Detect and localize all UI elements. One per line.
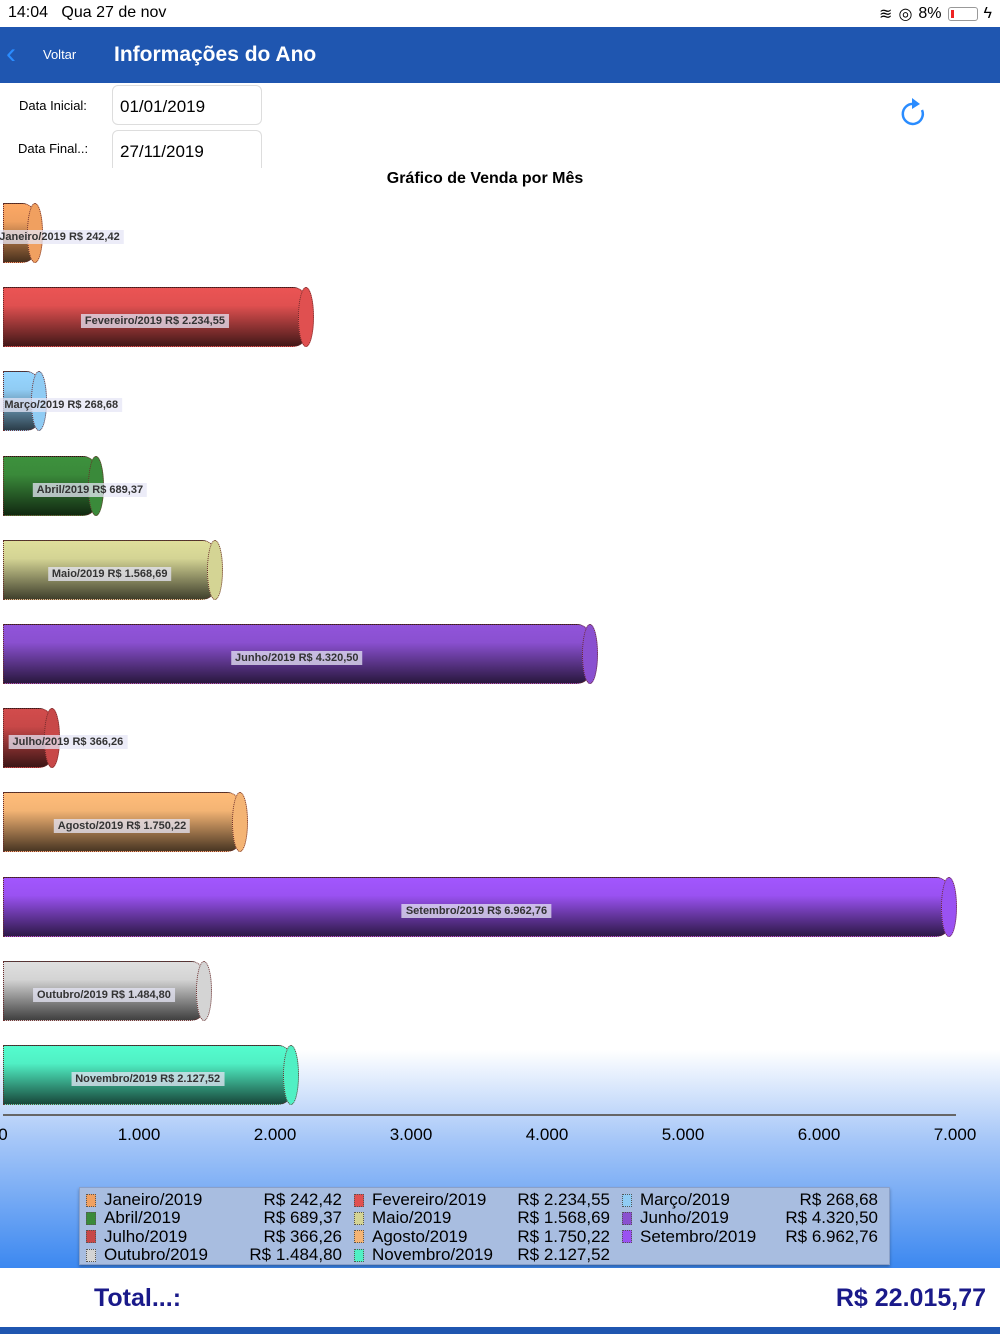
legend-label: Agosto/2019 [372,1226,468,1246]
bar-label: Janeiro/2019 R$ 242,42 [0,230,124,244]
bar-label: Junho/2019 R$ 4.320,50 [231,651,363,665]
bar-label: Outubro/2019 R$ 1.484,80 [33,987,175,1002]
total-bar [0,1268,1000,1328]
legend-swatch [86,1193,96,1207]
bar-chart: Janeiro/2019 R$ 242,42 Fevereiro/2019 R$ … [0,190,1000,1180]
legend-value: R$ 366,26 [263,1226,342,1246]
bar-cap [297,287,314,348]
legend-label: Maio/2019 [372,1208,452,1228]
legend-label: Junho/2019 [640,1208,729,1228]
legend-swatch [354,1248,364,1262]
x-tick-label: 6.000 [797,1125,841,1144]
legend-label: Julho/2019 [104,1226,188,1246]
bar-label: Março/2019 R$ 268,68 [0,398,123,413]
legend-label: Abril/2019 [104,1208,181,1228]
legend-value: R$ 4.320,50 [785,1208,878,1228]
x-tick-label: 5.000 [661,1125,705,1144]
x-tick-label: 1.000 [117,1125,161,1144]
legend-swatch [86,1248,96,1262]
lock-rotation-icon: ◎ [898,6,913,23]
x-tick-label: 2.000 [253,1125,297,1144]
charging-icon: ϟ [983,5,992,22]
legend-label: Setembro/2019 [640,1226,757,1246]
nav-bar: ‹ Voltar Informações do Ano [0,27,1000,83]
x-tick-label: 0 [0,1125,8,1144]
legend-label: Fevereiro/2019 [372,1190,487,1209]
total-label: Total...: [94,1284,182,1312]
legend-item: Março/2019 [622,1190,730,1209]
bar-label: Novembro/2019 R$ 2.127,52 [71,1072,225,1086]
back-chevron-icon[interactable]: ‹ [6,37,16,70]
status-bar: 14:04 Qua 27 de nov ≋ ◎ 8% ϟ [0,0,1000,27]
bar-label: Julho/2019 R$ 366,26 [8,735,128,750]
legend-value: R$ 1.750,22 [517,1226,610,1246]
legend-swatch [622,1211,632,1225]
legend-item: Julho/2019 [86,1226,188,1246]
start-date-field[interactable]: 01/01/2019 [112,85,262,125]
bar-label: Maio/2019 R$ 1.568,69 [47,566,172,581]
legend-item: Janeiro/2019 [86,1190,203,1209]
legend-swatch [86,1230,96,1244]
wifi-icon: ≋ [879,6,893,23]
legend-swatch [86,1211,96,1225]
legend-label: Março/2019 [640,1190,730,1209]
x-tick-label: 7.000 [933,1125,977,1144]
bar-cap [195,960,212,1021]
x-axis [3,1114,956,1116]
battery-icon [947,7,978,21]
legend-swatch [622,1230,632,1244]
legend-item: Maio/2019 [354,1208,452,1228]
bar-cap [232,792,249,853]
bar-7 [3,792,249,853]
legend-value: R$ 689,37 [263,1208,342,1228]
total-value: R$ 22.015,77 [835,1284,986,1312]
bar-label: Abril/2019 R$ 689,37 [32,482,148,497]
legend-item: Novembro/2019 [354,1244,493,1264]
legend-value: R$ 242,42 [263,1190,342,1209]
legend-swatch [354,1211,364,1225]
legend-value: R$ 2.234,55 [517,1190,610,1209]
legend-swatch [354,1193,364,1207]
bar-cap [207,539,224,600]
chart-title: Gráfico de Venda por Mês [386,170,584,187]
battery-percent: 8% [918,5,942,22]
end-date-label: Data Final..: [18,141,89,156]
bar-cap [283,1045,300,1105]
bar-label: Setembro/2019 R$ 6.962,76 [401,903,552,918]
legend-value: R$ 1.484,80 [249,1244,342,1264]
x-tick-label: 4.000 [525,1125,569,1144]
legend-value: R$ 1.568,69 [517,1208,610,1228]
legend-label: Novembro/2019 [372,1244,493,1264]
x-tick-label: 3.000 [389,1125,433,1144]
legend-item: Junho/2019 [622,1208,729,1228]
legend-item: Fevereiro/2019 [354,1190,487,1209]
legend-swatch [354,1230,364,1244]
legend-swatch [622,1193,632,1207]
legend-item: Agosto/2019 [354,1226,468,1246]
bottom-bar [0,1327,1000,1334]
legend-value: R$ 2.127,52 [517,1244,610,1264]
legend-value: R$ 6.962,76 [785,1226,878,1246]
bar-label: Agosto/2019 R$ 1.750,22 [53,819,191,834]
back-button[interactable]: Voltar [43,47,77,62]
legend-label: Janeiro/2019 [104,1190,203,1209]
start-date-label: Data Inicial: [19,98,87,113]
refresh-icon[interactable] [898,96,926,128]
legend-value: R$ 268,68 [799,1190,878,1209]
status-time: 14:04 Qua 27 de nov [8,4,167,21]
bar-cap [581,624,598,684]
legend-item: Abril/2019 [86,1208,181,1228]
end-date-field[interactable]: 27/11/2019 [112,130,262,168]
legend-item: Setembro/2019 [622,1226,757,1246]
legend-label: Outubro/2019 [104,1244,208,1264]
bar-label: Fevereiro/2019 R$ 2.234,55 [80,314,229,329]
page-title: Informações do Ano [114,43,317,66]
chart-legend: Janeiro/2019 R$ 242,42 Fevereiro/2019 R$ 2.… [79,1187,890,1265]
bar-cap [940,876,957,937]
legend-item: Outubro/2019 [86,1244,208,1264]
